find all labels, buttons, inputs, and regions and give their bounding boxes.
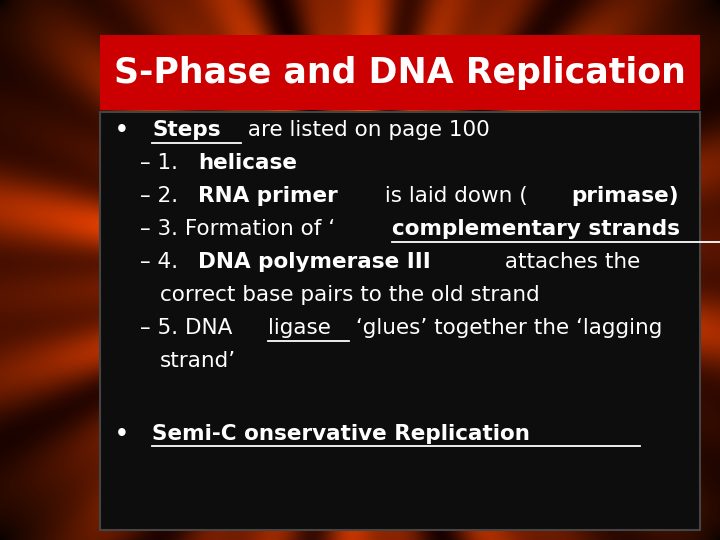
- Text: primase): primase): [572, 186, 679, 206]
- Text: – 2.: – 2.: [140, 186, 185, 206]
- Text: S-Phase and DNA Replication: S-Phase and DNA Replication: [114, 56, 686, 90]
- Text: – 5. DNA: – 5. DNA: [140, 318, 239, 338]
- Text: •: •: [115, 120, 144, 140]
- Text: helicase: helicase: [198, 153, 297, 173]
- Bar: [100, 35, 700, 110]
- Text: ligase: ligase: [268, 318, 331, 338]
- Text: Semi-C onservative Replication: Semi-C onservative Replication: [152, 423, 530, 443]
- Text: are listed on page 100: are listed on page 100: [240, 120, 490, 140]
- Text: attaches the: attaches the: [498, 252, 641, 272]
- Text: Steps: Steps: [152, 120, 221, 140]
- Text: DNA polymerase III: DNA polymerase III: [198, 252, 431, 272]
- Text: – 4.: – 4.: [140, 252, 185, 272]
- Text: ‘glues’ together the ‘lagging: ‘glues’ together the ‘lagging: [349, 318, 662, 338]
- Text: strand’: strand’: [160, 351, 236, 371]
- Text: RNA primer: RNA primer: [198, 186, 338, 206]
- Text: complementary strands: complementary strands: [392, 219, 680, 239]
- Bar: [100, 112, 700, 530]
- Text: – 1.: – 1.: [140, 153, 185, 173]
- Text: •: •: [115, 423, 144, 443]
- Text: – 3. Formation of ‘: – 3. Formation of ‘: [140, 219, 335, 239]
- Text: correct base pairs to the old strand: correct base pairs to the old strand: [160, 285, 540, 305]
- Text: is laid down (: is laid down (: [379, 186, 528, 206]
